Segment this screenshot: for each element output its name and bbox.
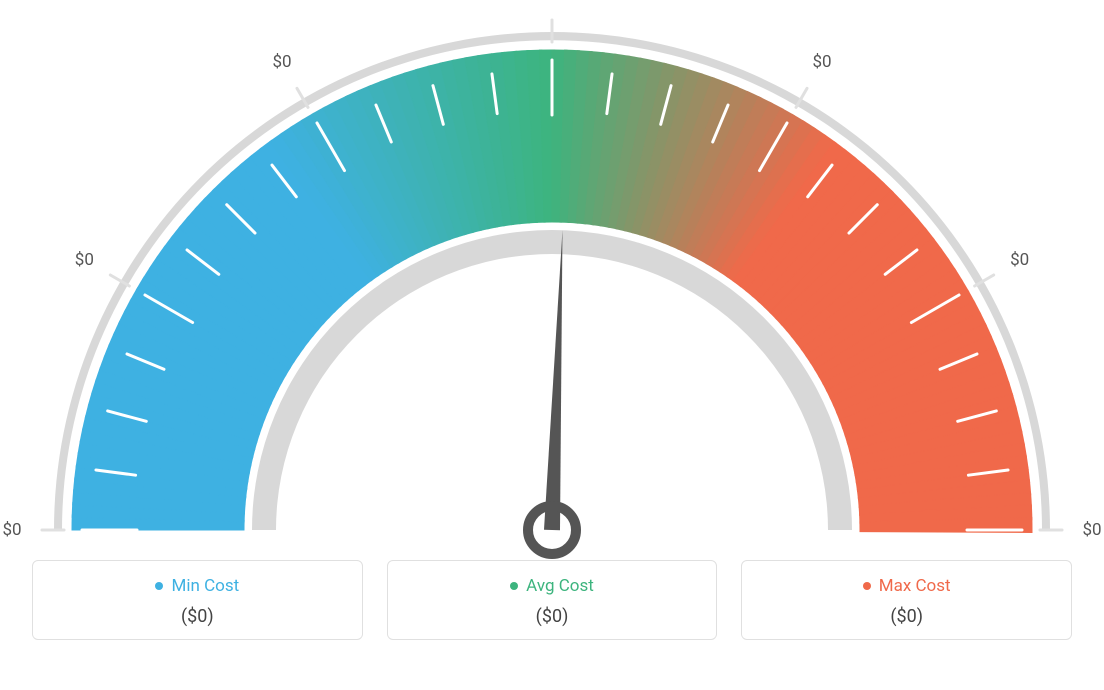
gauge-tick-label: $0 <box>812 52 831 72</box>
gauge-area: $0$0$0$0$0$0$0 <box>0 0 1104 570</box>
gauge-tick-label: $0 <box>2 520 21 540</box>
legend-dot-icon <box>863 582 871 590</box>
legend-value: ($0) <box>43 606 352 627</box>
legend-value: ($0) <box>398 606 707 627</box>
legend-title: Min Cost <box>155 576 239 596</box>
gauge-tick-label: $0 <box>1010 250 1029 270</box>
legend-card: Avg Cost ($0) <box>387 560 718 640</box>
gauge-tick-label: $0 <box>272 52 291 72</box>
legend-value: ($0) <box>752 606 1061 627</box>
legend-card: Max Cost ($0) <box>741 560 1072 640</box>
legend-row: Min Cost ($0) Avg Cost ($0) Max Cost ($0) <box>32 560 1072 640</box>
gauge-tick-label: $0 <box>1082 520 1101 540</box>
legend-dot-icon <box>155 582 163 590</box>
legend-label: Avg Cost <box>526 576 594 596</box>
gauge-tick-label: $0 <box>75 250 94 270</box>
gauge-chart-container: $0$0$0$0$0$0$0 Min Cost($0)Avg Cost($0)M… <box>0 0 1104 690</box>
legend-title: Max Cost <box>863 576 951 596</box>
gauge-svg <box>0 0 1104 570</box>
legend-card: Min Cost ($0) <box>32 560 363 640</box>
legend-label: Min Cost <box>171 576 239 596</box>
legend-label: Max Cost <box>879 576 951 596</box>
legend-title: Avg Cost <box>510 576 594 596</box>
legend-dot-icon <box>510 582 518 590</box>
